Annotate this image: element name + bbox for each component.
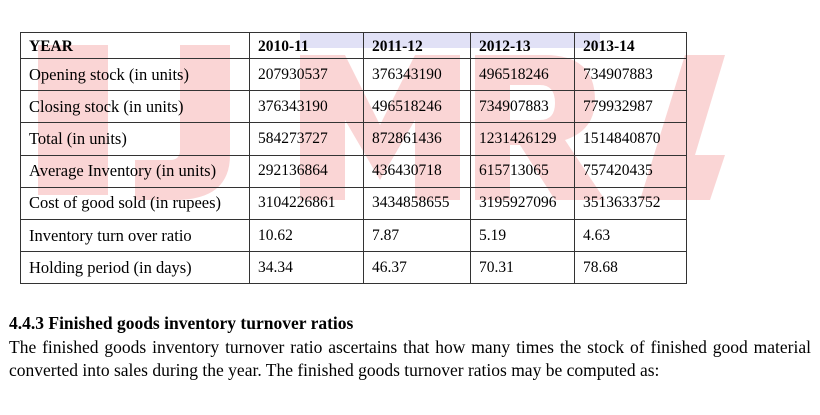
table-cell: 10.62 (249, 218, 364, 253)
table-cell: 7.87 (363, 218, 471, 253)
table-cell: 376343190 (249, 90, 364, 124)
row-label: Inventory turn over ratio (20, 218, 250, 253)
row-label: Cost of good sold (in rupees) (20, 186, 250, 220)
table-cell: 3513633752 (574, 186, 687, 220)
row-label: Holding period (in days) (20, 251, 250, 285)
header-year: YEAR (20, 32, 250, 59)
table-row: Closing stock (in units) 376343190 4965182… (20, 90, 687, 124)
table-cell: 436430718 (363, 154, 471, 188)
table-cell: 4.63 (574, 218, 687, 253)
header-col: 2010-11 (249, 32, 364, 59)
table-cell: 3104226861 (249, 186, 364, 220)
table-row: Inventory turn over ratio 10.62 7.87 5.19 4.… (20, 218, 687, 253)
row-label: Total (in units) (20, 122, 250, 156)
table-row: Holding period (in days) 34.34 46.37 70.31 7… (20, 251, 687, 285)
table-cell: 78.68 (574, 251, 687, 285)
table-row: Opening stock (in units) 207930537 3763431… (20, 57, 687, 92)
inventory-table: YEAR 2010-11 2011-12 2012-13 2013-14 Ope… (20, 32, 687, 285)
section-heading: 4.4.3 Finished goods inventory turnover … (9, 313, 354, 333)
table-cell: 46.37 (363, 251, 471, 285)
table-cell: 496518246 (363, 90, 471, 124)
table-cell: 70.31 (470, 251, 575, 285)
table-cell: 3434858655 (363, 186, 471, 220)
table-cell: 34.34 (249, 251, 364, 285)
table-cell: 1231426129 (470, 122, 575, 156)
header-col: 2011-12 (363, 32, 471, 59)
header-col: 2013-14 (574, 32, 687, 59)
row-label: Closing stock (in units) (20, 90, 250, 124)
table-cell: 584273727 (249, 122, 364, 156)
table-row: Average Inventory (in units) 292136864 436… (20, 154, 687, 188)
table-cell: 1514840870 (574, 122, 687, 156)
table-row: Total (in units) 584273727 872861436 123142… (20, 122, 687, 156)
table-cell: 779932987 (574, 90, 687, 124)
row-label: Average Inventory (in units) (20, 154, 250, 188)
table-cell: 5.19 (470, 218, 575, 253)
row-label: Opening stock (in units) (20, 57, 250, 92)
table-row: Cost of good sold (in rupees) 3104226861 3… (20, 186, 687, 220)
section-paragraph: The finished goods inventory turnover ra… (9, 337, 811, 380)
table-cell: 757420435 (574, 154, 687, 188)
table-cell: 734907883 (470, 90, 575, 124)
table-cell: 292136864 (249, 154, 364, 188)
table-header-row: YEAR 2010-11 2011-12 2012-13 2013-14 (20, 32, 687, 59)
table-cell: 207930537 (249, 57, 364, 92)
header-col: 2012-13 (470, 32, 575, 59)
table-cell: 3195927096 (470, 186, 575, 220)
table-cell: 615713065 (470, 154, 575, 188)
table-cell: 734907883 (574, 57, 687, 92)
table-cell: 872861436 (363, 122, 471, 156)
table-cell: 496518246 (470, 57, 575, 92)
table-cell: 376343190 (363, 57, 471, 92)
